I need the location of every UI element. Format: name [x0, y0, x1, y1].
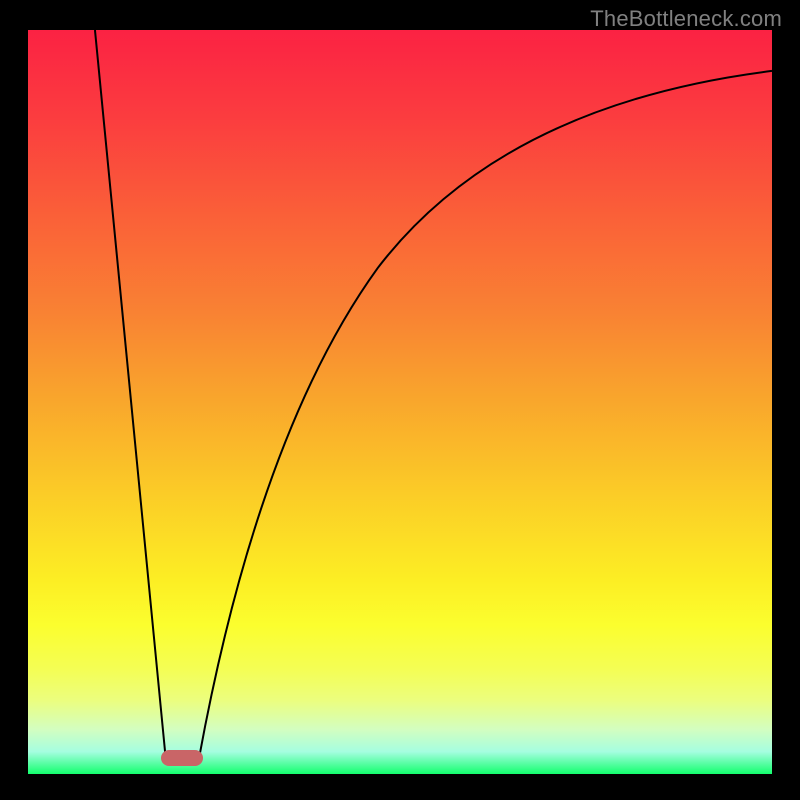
- curve-layer: [28, 30, 772, 774]
- curve-path: [95, 30, 772, 758]
- optimal-marker: [161, 750, 203, 766]
- plot-area: [28, 30, 772, 774]
- watermark-text: TheBottleneck.com: [590, 6, 782, 32]
- chart-container: TheBottleneck.com: [0, 0, 800, 800]
